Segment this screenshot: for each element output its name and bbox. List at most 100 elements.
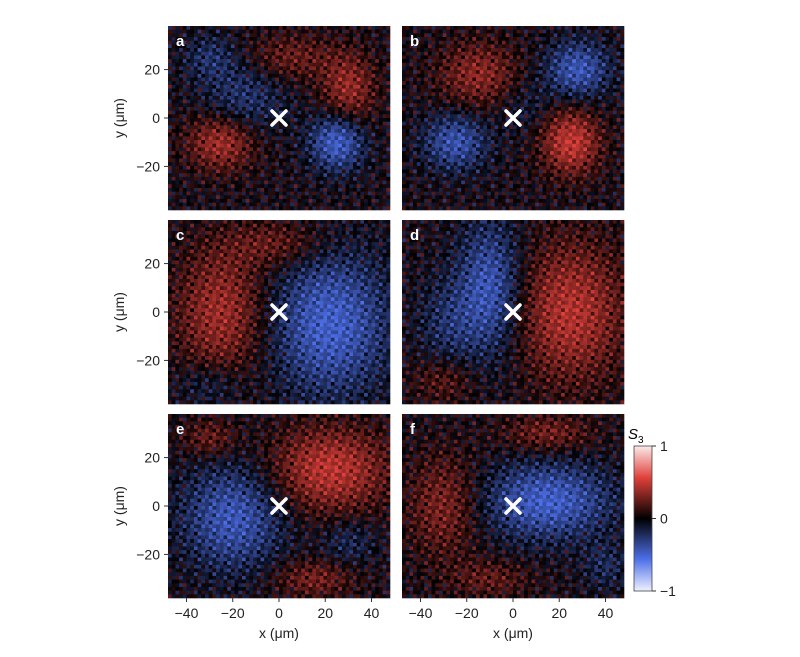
heatmap-cell [505,29,510,34]
heatmap-cell [341,143,346,148]
heatmap-cell [301,70,306,75]
heatmap-cell [212,206,217,211]
heatmap-cell [356,173,361,178]
heatmap-cell [264,99,269,104]
cross-marker [270,109,288,127]
heatmap-cell [271,187,276,192]
heatmap-cell [249,55,254,60]
heatmap-cell [598,84,603,89]
heatmap-cell [620,114,625,119]
heatmap-cell [457,55,462,60]
heatmap-cell [564,29,569,34]
heatmap-cell [409,118,414,122]
heatmap-cell [304,162,309,167]
heatmap-cell [216,48,221,53]
heatmap-cell [531,140,536,145]
heatmap-cell [345,51,350,56]
heatmap-cell [168,99,172,104]
heatmap-cell [256,158,261,163]
heatmap-cell [353,99,357,104]
heatmap-cell [304,66,309,71]
heatmap-cell [293,151,298,156]
heatmap-cell [598,59,603,64]
heatmap-cell [353,110,357,115]
heatmap-cell [464,37,469,42]
heatmap-cell [308,40,313,45]
heatmap-cell [579,106,584,111]
heatmap-cell [402,125,406,130]
heatmap-cell [201,103,206,108]
heatmap-cell [575,48,580,53]
heatmap-cell [279,121,283,126]
heatmap-cell [242,191,246,196]
heatmap-cell [349,162,354,167]
heatmap-cell [271,103,276,108]
heatmap-cell [308,162,313,167]
heatmap-cell [168,118,172,122]
heatmap-cell [327,198,332,203]
heatmap-cell [179,206,184,211]
heatmap-cell [353,66,357,71]
heatmap-cell [323,195,328,200]
heatmap-cell [620,77,625,82]
heatmap-cell [279,132,283,137]
heatmap-cell [245,129,250,134]
heatmap-cell [483,37,488,42]
heatmap-cell [367,84,372,89]
heatmap-cell [498,44,503,49]
heatmap-cell [190,180,195,185]
heatmap-cell [264,187,269,192]
heatmap-cell [409,59,414,64]
heatmap-cell [230,106,235,111]
heatmap-cell [431,106,436,111]
heatmap-cell [579,37,584,42]
heatmap-cell [168,95,172,100]
heatmap-cell [301,114,306,119]
heatmap-cell [186,99,191,104]
heatmap-cell [564,81,569,86]
heatmap-cell [175,169,180,174]
heatmap-cell [409,40,414,45]
heatmap-cell [457,70,462,75]
heatmap-cell [212,62,217,67]
heatmap-cell [179,198,184,203]
heatmap-cell [282,195,287,200]
heatmap-cell [330,95,335,100]
heatmap-cell [468,62,473,67]
heatmap-cell [620,88,625,93]
heatmap-cell [186,158,191,163]
heatmap-cell [182,95,187,100]
heatmap-cell [439,140,443,145]
heatmap-cell [583,88,588,93]
heatmap-cell [330,198,335,203]
heatmap-cell [402,95,406,100]
heatmap-cell [293,37,298,42]
heatmap-cell [550,37,554,42]
heatmap-cell [216,77,221,82]
heatmap-cell [227,26,232,30]
heatmap-cell [242,59,246,64]
heatmap-cell [323,99,328,104]
heatmap-cell [212,84,217,89]
heatmap-cell [356,136,361,141]
heatmap-cell [282,40,287,45]
heatmap-cell [293,121,298,126]
heatmap-cell [360,125,365,130]
heatmap-cell [238,66,243,71]
heatmap-cell [509,106,514,111]
heatmap-cell [439,99,443,104]
heatmap-cell [301,73,306,78]
heatmap-cell [216,88,221,93]
heatmap-cell [316,191,320,196]
heatmap-cell [319,48,324,53]
heatmap-cell [561,125,566,130]
heatmap-cell [334,70,339,75]
heatmap-cell [371,103,376,108]
heatmap-cell [349,84,354,89]
heatmap-cell [297,88,302,93]
heatmap-cell [197,84,202,89]
heatmap-cell [416,110,421,115]
heatmap-cell [260,84,265,89]
heatmap-cell [612,103,617,108]
heatmap-cell [271,206,276,211]
